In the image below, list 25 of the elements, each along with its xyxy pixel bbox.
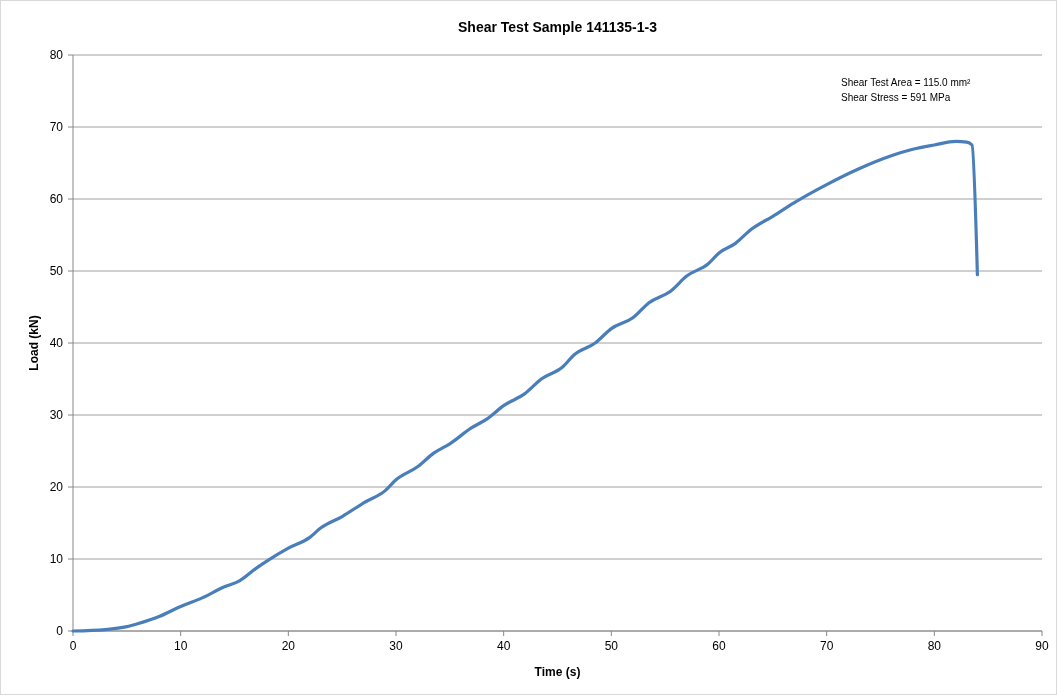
- x-tick-label: 60: [712, 639, 726, 653]
- x-tick-label: 70: [819, 639, 834, 653]
- y-tick-label: 10: [49, 552, 64, 567]
- x-tick-label: 30: [389, 639, 403, 653]
- chart-title: Shear Test Sample 141135-1-3: [458, 19, 658, 35]
- y-tick-label: 80: [49, 48, 64, 63]
- y-tick-label: 70: [49, 120, 64, 135]
- annotation: Shear Test Area = 115.0 mm²: [841, 77, 972, 88]
- x-tick-label: 0: [69, 639, 77, 653]
- y-tick-label: 30: [49, 408, 64, 423]
- y-axis-title: Load (kN): [27, 315, 41, 371]
- y-tick-label: 60: [49, 192, 64, 207]
- line-series: [71, 139, 979, 633]
- x-tick-label: 80: [927, 639, 942, 653]
- x-tick-label: 10: [173, 639, 188, 653]
- y-tick-label: 40: [49, 336, 64, 351]
- y-tick-label: 20: [49, 480, 64, 495]
- x-tick-label: 40: [496, 639, 511, 653]
- y-tick-label: 0: [56, 624, 64, 639]
- x-tick-label: 20: [281, 639, 296, 653]
- y-tick-label: 50: [49, 264, 64, 279]
- annotation: Shear Stress = 591 MPa: [841, 92, 951, 103]
- x-tick-label: 50: [604, 639, 619, 653]
- x-axis-title: Time (s): [534, 665, 581, 679]
- x-tick-label: 90: [1035, 639, 1049, 653]
